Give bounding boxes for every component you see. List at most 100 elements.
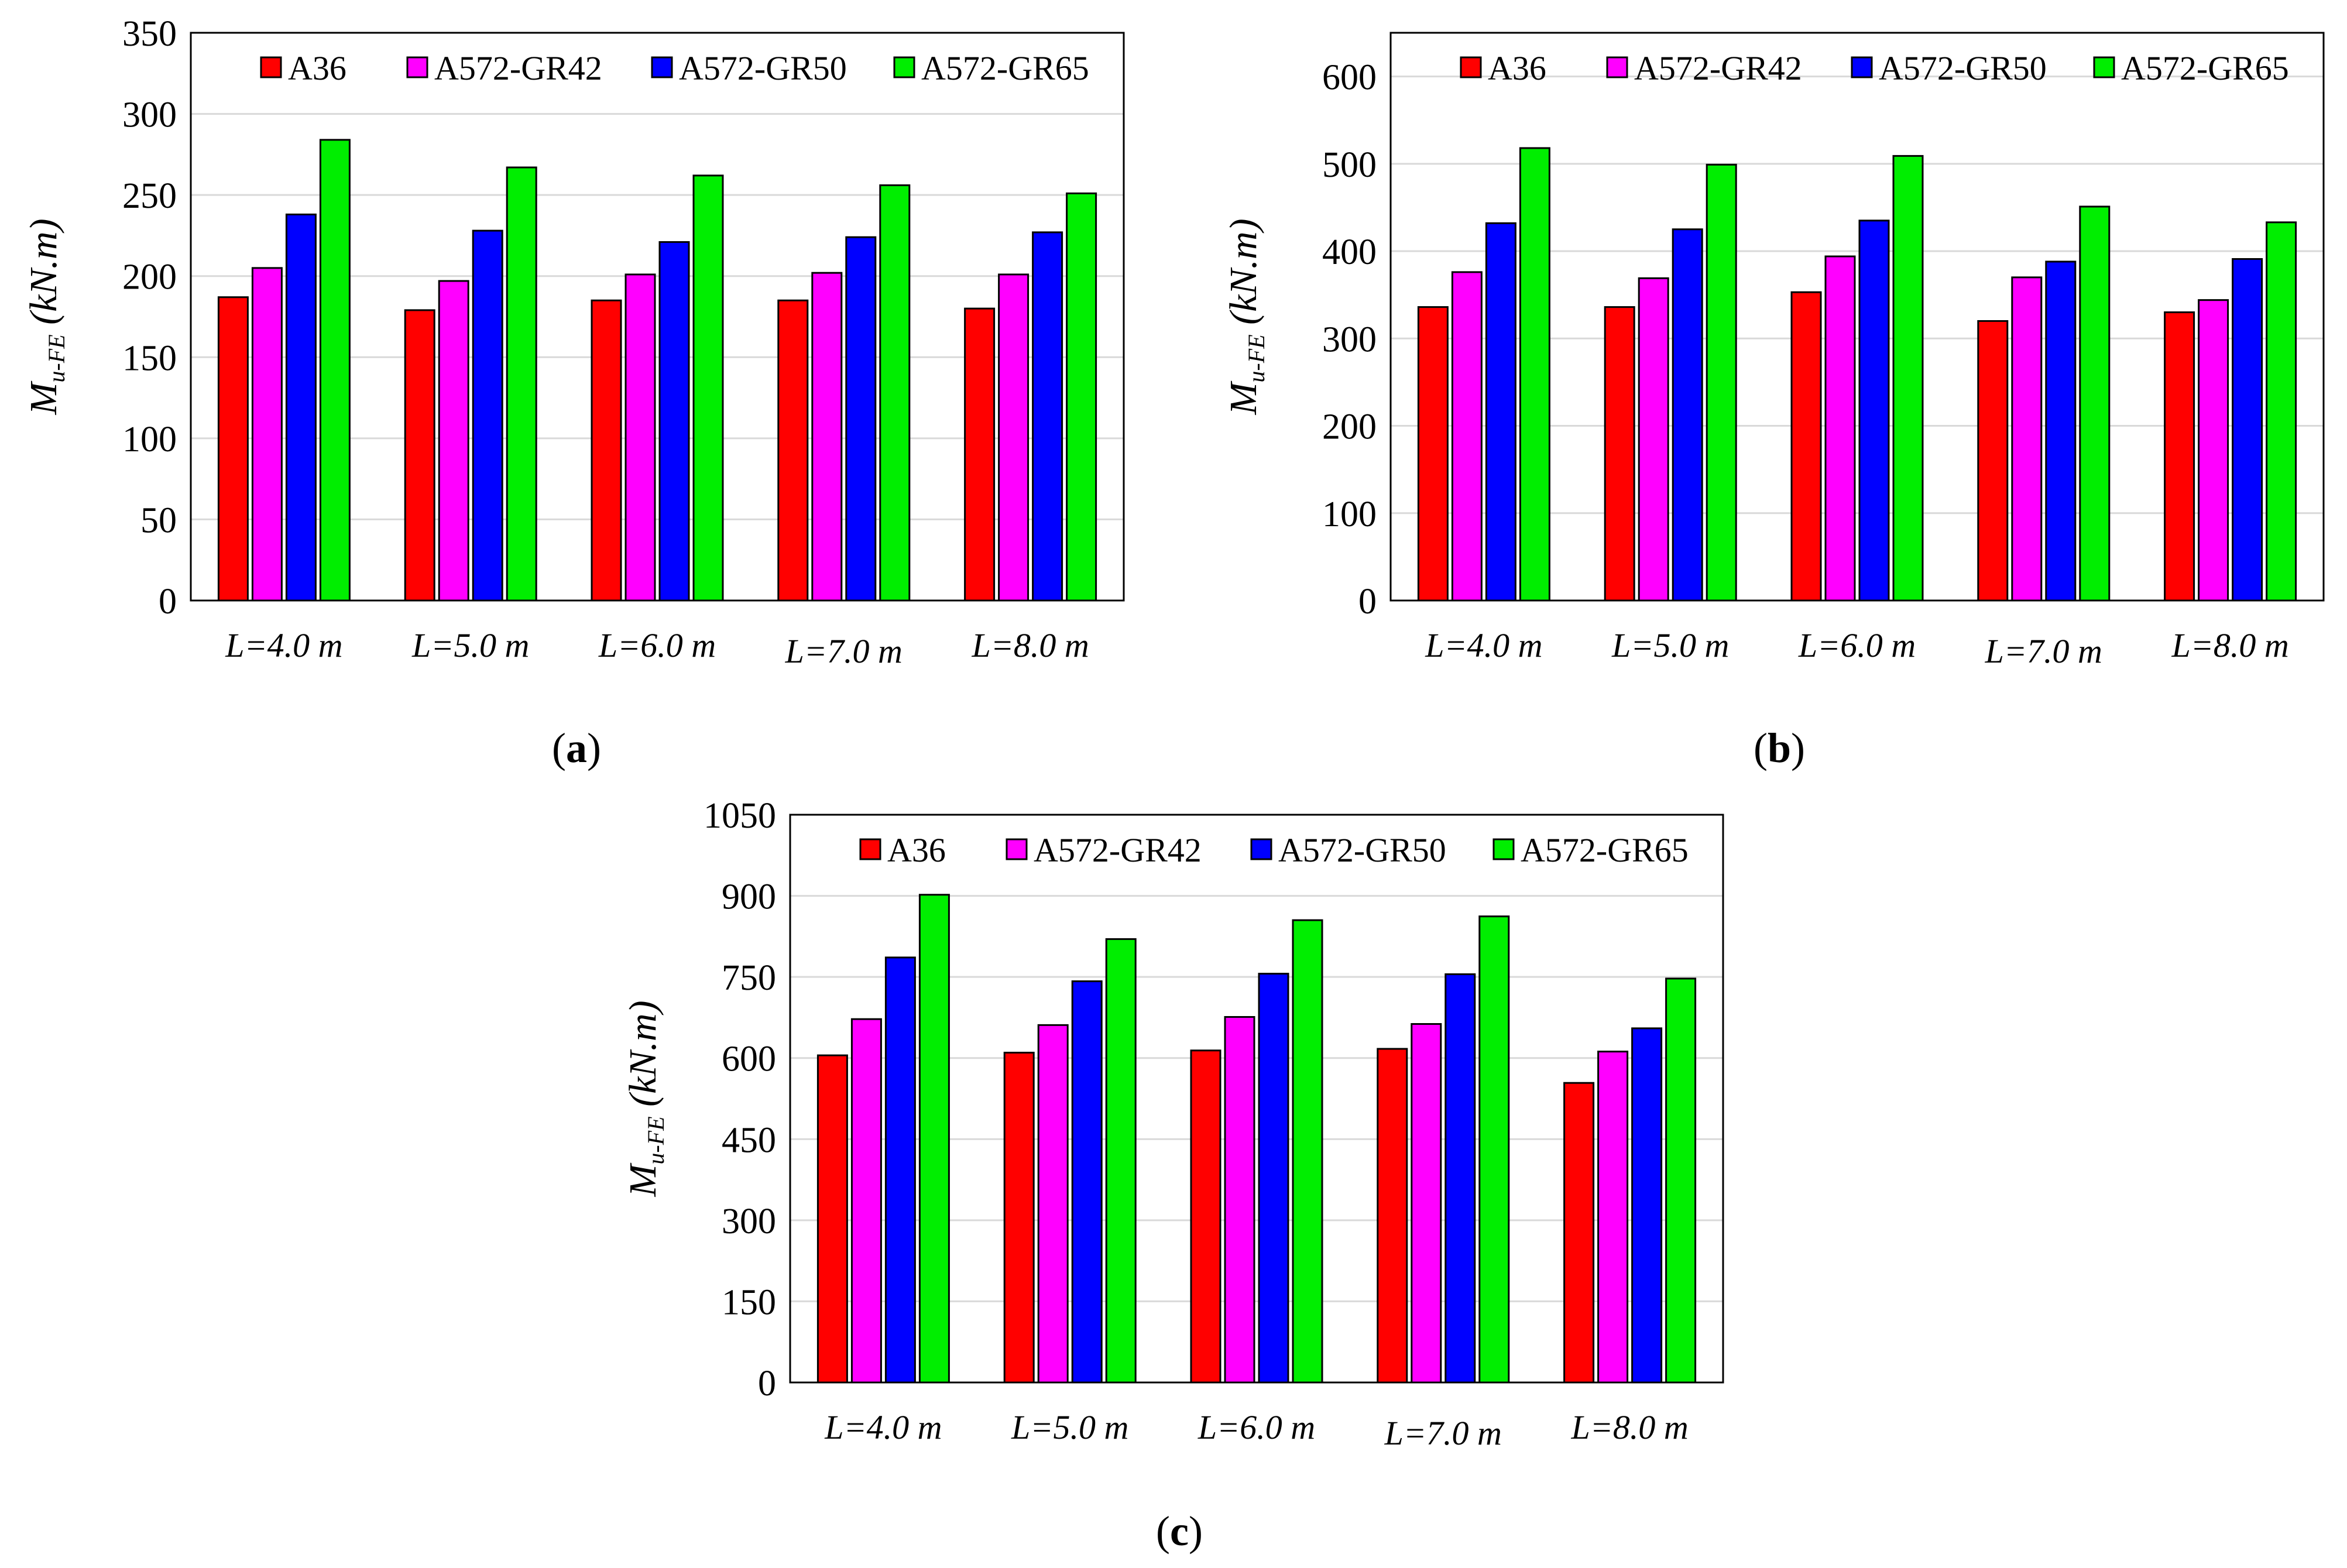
y-tick-label: 350 [122,14,177,54]
bar-a572-gr42-2 [1638,277,1669,602]
legend-label-a572-gr42: A572-GR42 [434,49,602,87]
y-axis-label-unit: (kN.m) [22,218,65,334]
y-tick-label: 100 [122,420,177,459]
plot-area-frame [789,814,1724,1384]
y-tick-label: 200 [1322,407,1377,447]
bar-a572-gr65-1 [1519,147,1550,602]
y-axis-label-unit: (kN.m) [622,1000,664,1116]
bar-a36-3 [591,299,622,602]
x-category-label: L=8.0 m [2171,626,2288,664]
x-category-label: L=6.0 m [1798,626,1916,664]
panel-letter: b [1768,725,1791,771]
plot-area-frame [1389,32,2325,602]
legend-label-a572-gr42: A572-GR42 [1034,831,1202,869]
x-category-label: L=4.0 m [824,1408,942,1446]
bar-a572-gr50-2 [1071,980,1103,1384]
y-tick-label: 0 [159,582,177,622]
bar-a572-gr42-1 [1451,271,1483,602]
bar-a572-gr42-4 [2011,276,2043,602]
legend-label-a36: A36 [288,49,346,87]
bar-a36-5 [2164,311,2195,602]
y-axis-label: Mu-FE (kN.m) [1222,218,1269,415]
x-category-label: L=7.0 m [1384,1414,1502,1452]
legend-swatch-a36 [260,56,282,78]
y-tick-label: 250 [122,176,177,216]
bar-a36-1 [217,296,249,602]
bar-a572-gr65-2 [1706,163,1737,602]
x-category-label: L=4.0 m [1425,626,1542,664]
legend-label-a572-gr65: A572-GR65 [2121,49,2289,87]
bar-a572-gr42-4 [811,272,843,602]
bar-a36-4 [1977,320,2009,602]
legend-swatch-a36 [859,838,881,860]
y-axis-label-unit: (kN.m) [1222,218,1265,334]
bar-a572-gr50-5 [2232,258,2263,602]
x-category-label: L=4.0 m [225,626,342,664]
panel-label-c: (c) [1156,1508,1203,1555]
bar-a572-gr65-2 [1105,938,1137,1384]
y-axis-label-subscript: u-FE [43,334,70,382]
legend-swatch-a572-gr42 [406,56,428,78]
bar-a572-gr50-3 [1858,219,1890,602]
y-tick-label: 0 [758,1364,776,1404]
y-tick-label: 0 [1358,582,1377,622]
y-axis-label: Mu-FE (kN.m) [622,1000,669,1197]
bar-a572-gr65-2 [506,166,537,602]
x-category-label: L=7.0 m [1985,632,2102,670]
y-tick-label: 750 [722,958,776,998]
legend-label-a36: A36 [1488,49,1546,87]
y-tick-label: 600 [722,1039,776,1079]
x-category-label: L=6.0 m [1197,1408,1315,1446]
legend-swatch-a572-gr50 [1250,838,1272,860]
bar-a572-gr42-1 [251,267,283,602]
bar-a572-gr50-5 [1631,1027,1663,1384]
y-tick-label: 50 [140,500,177,540]
legend-label-a572-gr50: A572-GR50 [679,49,847,87]
bar-a572-gr65-4 [879,184,911,602]
legend-label-a572-gr65: A572-GR65 [1521,831,1689,869]
bar-a572-gr65-1 [918,894,950,1384]
bar-a36-5 [1563,1082,1595,1384]
y-tick-label: 1050 [704,796,776,836]
y-tick-label: 150 [122,338,177,378]
bar-a36-2 [404,309,435,602]
plot-area-frame [190,32,1125,602]
bar-a36-1 [816,1054,848,1384]
y-axis-label-main: M [622,1162,664,1198]
bar-a572-gr50-2 [1672,228,1703,602]
y-tick-label: 450 [722,1120,776,1160]
legend-label-a572-gr50: A572-GR50 [1879,49,2047,87]
bar-a572-gr65-4 [1478,915,1510,1384]
bar-a572-gr50-3 [1258,973,1289,1384]
chart-panel-c: 0 150 300 450 600 750 900 1050 L=4.0 m L=5.0 m L=6… [622,796,1724,1452]
bar-a572-gr42-2 [1037,1024,1069,1384]
x-category-label: L=5.0 m [411,626,529,664]
y-tick-label: 300 [722,1202,776,1241]
bar-a36-4 [777,299,809,602]
bar-a572-gr42-3 [625,273,656,602]
legend-swatch-a572-gr50 [651,56,673,78]
y-tick-label: 400 [1322,232,1377,272]
legend-label-a36: A36 [887,831,946,869]
panel-letter: a [566,725,587,771]
chart-panel-a: 0 50 100 150 200 250 300 350 L=4.0 m L=5.0 m L=6.0… [22,14,1125,670]
bar-a36-3 [1790,291,1822,602]
x-category-label: L=7.0 m [785,632,903,670]
bar-a36-1 [1417,306,1449,602]
legend-swatch-a572-gr65 [2093,56,2115,78]
bar-a572-gr50-1 [285,213,317,602]
bar-a572-gr42-5 [1597,1051,1629,1384]
x-category-label: L=5.0 m [1611,626,1729,664]
y-axis-label-subscript: u-FE [643,1116,669,1164]
bar-a572-gr42-3 [1824,255,1856,602]
legend-swatch-a572-gr65 [1492,838,1515,860]
bar-a572-gr65-1 [319,139,351,602]
y-axis-label-main: M [22,380,65,416]
legend-swatch-a572-gr50 [1851,56,1873,78]
bar-a36-2 [1003,1051,1035,1384]
legend-label-a572-gr42: A572-GR42 [1634,49,1802,87]
legend-label-a572-gr50: A572-GR50 [1278,831,1446,869]
bar-a572-gr65-5 [2266,221,2297,602]
y-tick-label: 500 [1322,145,1377,185]
